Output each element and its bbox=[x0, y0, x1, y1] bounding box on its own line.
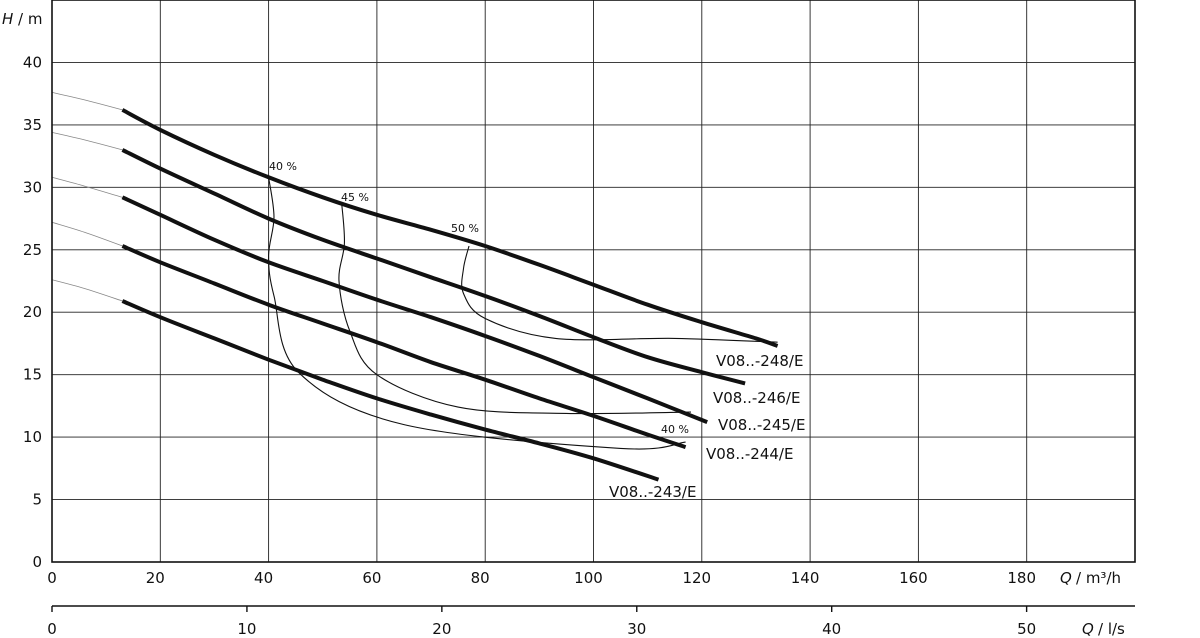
efficiency-lines bbox=[269, 177, 778, 449]
y-tick-label: 30 bbox=[23, 178, 42, 196]
x-tick-label: 80 bbox=[471, 569, 490, 587]
curve-extension-line bbox=[52, 92, 122, 110]
curve-extension-line bbox=[52, 132, 122, 150]
x-tick-label: 120 bbox=[682, 569, 711, 587]
thin-curve-extensions bbox=[52, 92, 122, 301]
curve-extension-line bbox=[52, 222, 122, 246]
y-tick-label: 20 bbox=[23, 303, 42, 321]
grid-lines bbox=[52, 0, 1135, 562]
x-axis-symbol: Q bbox=[1060, 569, 1072, 587]
x2-tick-label: 40 bbox=[822, 620, 841, 638]
curve-label-246: V08..-246/E bbox=[713, 389, 800, 407]
y-tick-label: 35 bbox=[23, 116, 42, 134]
curve-label-248: V08..-248/E bbox=[716, 352, 803, 370]
efficiency-label-50: 50 % bbox=[451, 222, 479, 235]
x2-axis-unit: / l/s bbox=[1098, 620, 1125, 638]
curve-label-244: V08..-244/E bbox=[706, 445, 793, 463]
x2-axis-symbol: Q bbox=[1082, 620, 1094, 638]
pump-curve-line bbox=[122, 110, 777, 346]
efficiency-label-40-right: 40 % bbox=[661, 423, 689, 436]
y-axis-unit: / m bbox=[18, 10, 42, 28]
secondary-x-axis: 0 10 20 30 40 50 bbox=[47, 606, 1135, 638]
x-tick-label: 60 bbox=[362, 569, 381, 587]
y-tick-label: 10 bbox=[23, 428, 42, 446]
y-tick-label: 40 bbox=[23, 53, 42, 71]
x2-tick-label: 20 bbox=[432, 620, 451, 638]
efficiency-label-45: 45 % bbox=[341, 191, 369, 204]
pump-curve-line bbox=[122, 150, 745, 384]
y-axis-symbol: H bbox=[2, 10, 13, 28]
x-tick-label: 20 bbox=[146, 569, 165, 587]
x-tick-label: 40 bbox=[254, 569, 273, 587]
curve-label-245: V08..-245/E bbox=[718, 416, 805, 434]
x-tick-label: 140 bbox=[791, 569, 820, 587]
x2-tick-label: 50 bbox=[1017, 620, 1036, 638]
pump-curve-line bbox=[122, 301, 658, 480]
y-tick-label: 0 bbox=[32, 553, 42, 571]
curve-label-243: V08..-243/E bbox=[609, 483, 696, 501]
curve-extension-line bbox=[52, 280, 122, 301]
x-tick-label: 180 bbox=[1007, 569, 1036, 587]
x-axis-unit: / m³/h bbox=[1076, 569, 1121, 587]
pump-curve-line bbox=[122, 197, 707, 422]
x2-tick-label: 10 bbox=[237, 620, 256, 638]
y-tick-label: 25 bbox=[23, 241, 42, 259]
x-tick-label: 160 bbox=[899, 569, 928, 587]
y-tick-label: 15 bbox=[23, 366, 42, 384]
x2-tick-label: 30 bbox=[627, 620, 646, 638]
pump-curve-line bbox=[122, 246, 685, 447]
x-tick-label: 0 bbox=[47, 569, 57, 587]
x2-tick-label: 0 bbox=[47, 620, 57, 638]
x-tick-label: 100 bbox=[574, 569, 603, 587]
y-tick-label: 5 bbox=[32, 491, 42, 509]
y-tick-labels: 0 5 10 15 20 25 30 35 40 bbox=[23, 53, 42, 571]
x-tick-labels: 0 20 40 60 80 100 120 140 160 180 bbox=[47, 569, 1036, 587]
efficiency-label-40-top: 40 % bbox=[269, 160, 297, 173]
